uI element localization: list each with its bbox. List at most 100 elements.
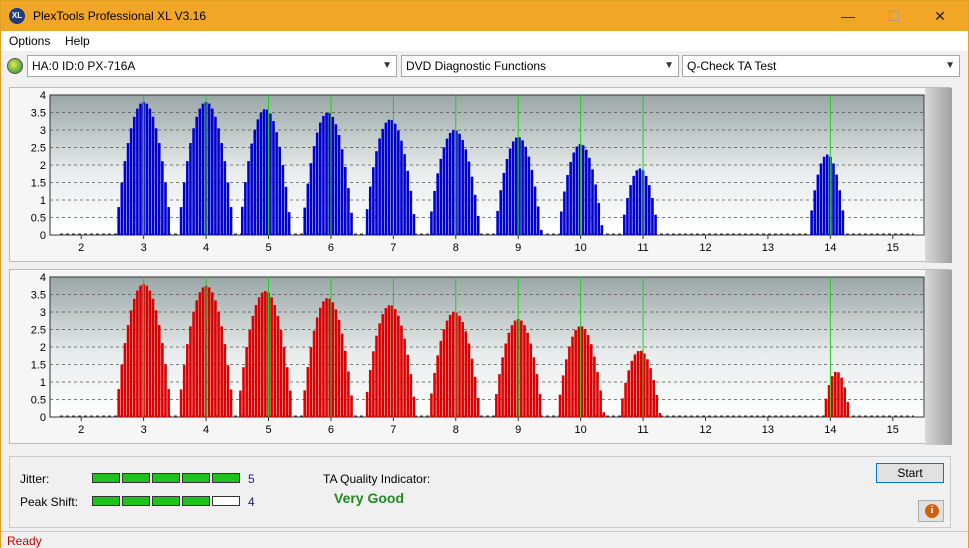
- histogram-bar: [406, 170, 410, 235]
- jitter-label: Jitter:: [20, 472, 50, 486]
- histogram-bar: [461, 322, 464, 417]
- histogram-bar: [123, 161, 127, 235]
- y-tick-label: 3.5: [31, 108, 46, 120]
- histogram-bar: [289, 390, 292, 417]
- histogram-bar: [275, 132, 278, 235]
- histogram-bar: [201, 103, 205, 236]
- histogram-bar: [511, 141, 515, 235]
- histogram-bar: [563, 191, 566, 235]
- info-button[interactable]: i: [918, 500, 944, 522]
- histogram-bar: [520, 320, 523, 417]
- minimize-button[interactable]: —: [841, 8, 855, 24]
- x-tick-label: 4: [203, 424, 209, 436]
- histogram-bar: [439, 340, 443, 417]
- histogram-bar: [499, 190, 503, 235]
- histogram-bar: [400, 325, 403, 417]
- x-tick-label: 7: [390, 242, 396, 254]
- histogram-bar: [451, 130, 455, 235]
- histogram-bar: [347, 371, 350, 417]
- histogram-bar: [526, 332, 529, 417]
- histogram-bar: [242, 367, 245, 417]
- histogram-bar: [390, 305, 394, 417]
- histogram-bar: [597, 203, 601, 235]
- function-select[interactable]: DVD Diagnostic Functions ▼: [401, 55, 679, 77]
- histogram-bar: [139, 285, 142, 417]
- histogram-bar: [331, 302, 335, 417]
- histogram-bar: [822, 156, 826, 235]
- histogram-bar: [285, 367, 289, 417]
- histogram-bar: [256, 119, 260, 235]
- histogram-bar: [129, 310, 133, 417]
- histogram-bar: [448, 132, 452, 235]
- histogram-bar: [593, 356, 596, 417]
- histogram-bar: [566, 174, 569, 235]
- histogram-bar: [644, 175, 648, 235]
- histogram-bar: [315, 132, 319, 235]
- status-text: Ready: [7, 534, 42, 548]
- histogram-bar: [571, 336, 574, 417]
- histogram-bar: [473, 376, 477, 417]
- close-button[interactable]: ✕: [934, 8, 946, 24]
- histogram-bar: [825, 154, 829, 235]
- histogram-bar: [813, 190, 817, 235]
- peak-shift-level-box: [212, 496, 240, 506]
- histogram-bar: [602, 412, 606, 417]
- histogram-bar: [841, 210, 845, 235]
- histogram-bar: [164, 182, 167, 235]
- histogram-bar: [837, 372, 840, 417]
- histogram-bar: [810, 210, 813, 235]
- histogram-bar: [513, 320, 517, 417]
- chevron-down-icon: ▼: [664, 60, 674, 71]
- histogram-bar: [561, 375, 565, 417]
- histogram-bar: [455, 312, 458, 417]
- histogram-bar: [306, 183, 310, 235]
- histogram-bar: [636, 351, 640, 417]
- histogram-bar: [214, 300, 217, 417]
- menu-options[interactable]: Options: [9, 34, 51, 48]
- histogram-bar: [287, 212, 291, 235]
- histogram-bar: [312, 330, 316, 417]
- histogram-bar: [151, 298, 155, 417]
- x-tick-label: 6: [328, 242, 334, 254]
- histogram-bar: [120, 364, 124, 417]
- start-button[interactable]: Start: [876, 463, 944, 483]
- histogram-bar: [510, 325, 514, 417]
- histogram-bar: [569, 161, 572, 235]
- jitter-chart-top: 0 0.5 1 1.5 2 2.5 3 3.5 4 2 3 4 5 6 7 8 9 10 11 12 13 14 15: [9, 87, 952, 263]
- histogram-bar: [515, 137, 518, 235]
- maximize-button[interactable]: ☐: [887, 8, 901, 24]
- histogram-bar: [319, 307, 322, 417]
- histogram-bar: [247, 161, 250, 235]
- histogram-bar: [476, 215, 480, 235]
- histogram-bar: [264, 291, 267, 417]
- histogram-bar: [458, 133, 461, 235]
- histogram-bar: [651, 198, 654, 235]
- y-tick-label: 3: [40, 307, 46, 319]
- histogram-bar: [476, 397, 480, 417]
- histogram-bar: [564, 359, 568, 417]
- histogram-bar: [340, 149, 344, 235]
- histogram-bar: [148, 290, 152, 417]
- y-tick-label: 2.5: [31, 143, 46, 155]
- histogram-bar: [343, 166, 347, 235]
- histogram-bar: [384, 122, 388, 235]
- histogram-bar: [186, 344, 189, 417]
- histogram-bar: [334, 124, 338, 235]
- histogram-bar: [331, 116, 335, 235]
- histogram-bar: [381, 128, 385, 235]
- x-tick-label: 14: [824, 242, 836, 254]
- histogram-bar: [157, 325, 161, 417]
- title-bar[interactable]: XL PlexTools Professional XL V3.16 — ☐ ✕: [1, 1, 968, 31]
- test-select[interactable]: Q-Check TA Test ▼: [682, 55, 960, 77]
- histogram-bar: [117, 207, 120, 235]
- histogram-bar: [161, 161, 164, 235]
- histogram-bar: [229, 207, 233, 235]
- histogram-bar: [303, 390, 307, 417]
- drive-select[interactable]: HA:0 ID:0 PX-716A ▼: [27, 55, 397, 77]
- histogram-bar: [260, 292, 264, 417]
- histogram-bar: [635, 170, 639, 235]
- histogram-bar: [319, 122, 322, 235]
- peak-shift-value: 4: [248, 495, 255, 509]
- menu-help[interactable]: Help: [65, 34, 90, 48]
- y-tick-label: 2: [40, 342, 46, 354]
